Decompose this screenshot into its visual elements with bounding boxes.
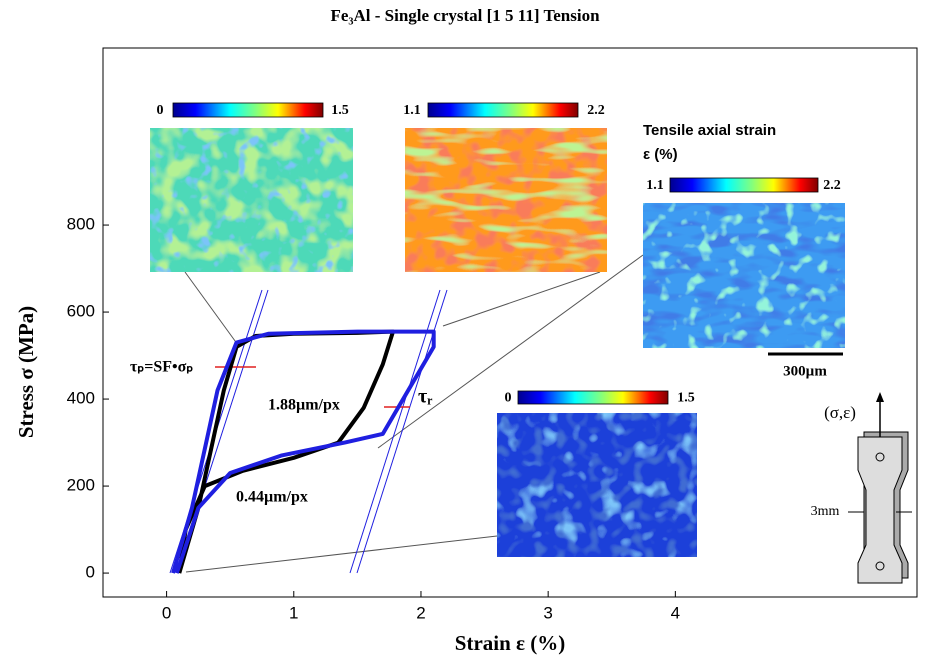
y-tick-label: 800: [67, 215, 95, 234]
y-tick-label: 0: [86, 563, 95, 582]
annotation: τᵣ: [418, 386, 432, 408]
colorbar-label: 2.2: [587, 103, 605, 118]
plot-frame: [102, 47, 918, 598]
colorbar-label: 1.5: [677, 391, 695, 406]
inset-subtitle: ε (%): [643, 146, 678, 163]
x-tick-label: 2: [416, 603, 425, 622]
inset-title: Tensile axial strain: [643, 122, 776, 139]
colorbar-label: 0: [157, 103, 164, 118]
connectors: [184, 254, 644, 573]
x-tick-label: 1: [289, 603, 298, 622]
series-label: 1.88µm/px: [268, 397, 340, 414]
series-line: [171, 329, 436, 574]
strain-map: [643, 203, 845, 348]
y-tick-label: 400: [67, 389, 95, 408]
chart-title: Fe₃Al - Single crystal [1 5 11] Tension: [330, 6, 600, 25]
x-tick-label: 3: [543, 603, 552, 622]
strain-map: [405, 128, 607, 272]
y-tick-label: 600: [67, 302, 95, 321]
colorbar-label: 1.5: [331, 103, 349, 118]
colorbar-label: 0: [505, 391, 512, 406]
colorbar: [517, 390, 669, 405]
y-axis-label: Stress σ (MPa): [14, 306, 38, 438]
colorbar-label: 1.1: [403, 103, 421, 118]
colorbar: [669, 177, 819, 193]
colorbar: [172, 102, 324, 118]
series-line: [177, 329, 395, 574]
specimen: [848, 392, 912, 584]
strain-map: [150, 128, 353, 272]
x-axis-label: Strain ε (%): [455, 631, 565, 655]
colorbar: [427, 102, 579, 118]
strain-map: [497, 413, 697, 557]
series-label: 0.44µm/px: [236, 489, 308, 506]
colorbar-label: 1.1: [646, 178, 664, 193]
y-tick-label: 200: [67, 476, 95, 495]
specimen-width-label: 3mm: [811, 504, 840, 519]
annotation: τₚ=SF•σₚ: [130, 359, 193, 376]
x-tick-label: 4: [671, 603, 680, 622]
x-tick-label: 0: [162, 603, 171, 622]
specimen-load-label: (σ,ε): [824, 403, 856, 422]
colorbar-label: 2.2: [823, 178, 841, 193]
scale-bar-label: 300µm: [783, 363, 827, 379]
